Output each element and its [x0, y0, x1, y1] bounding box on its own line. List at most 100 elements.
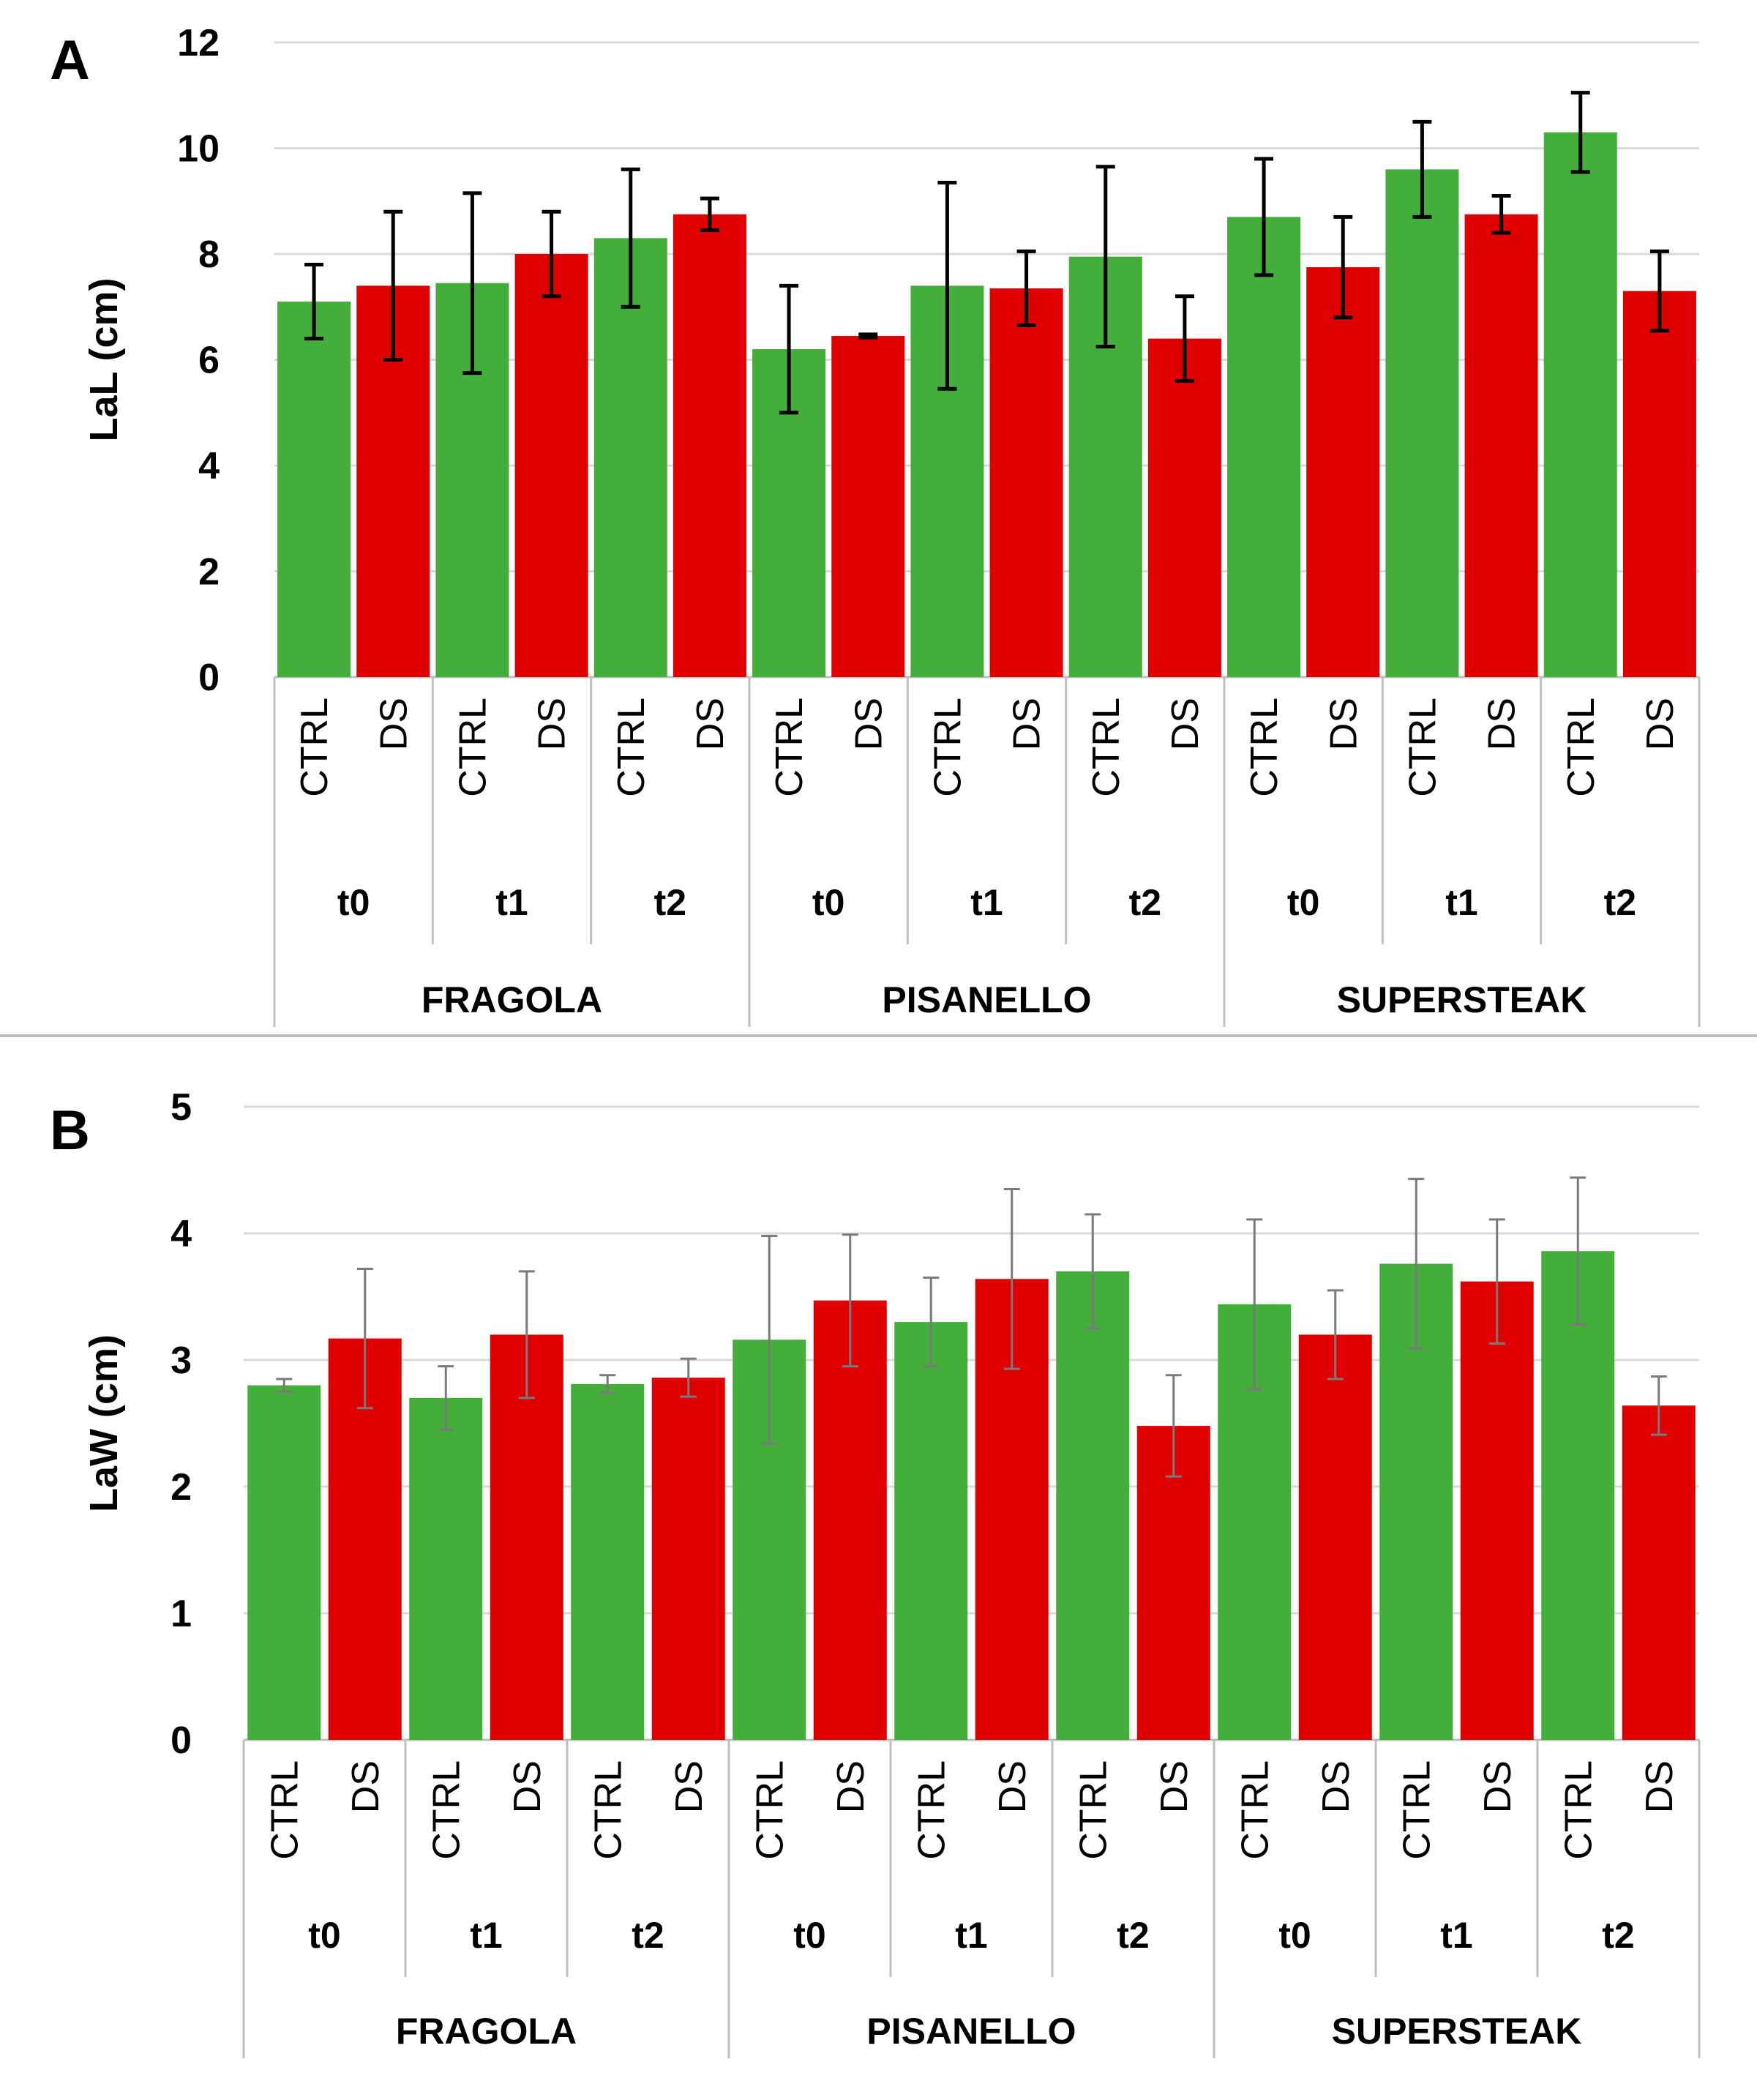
bar-pisanello-t0-ds: [813, 1300, 887, 1740]
condition-label: CTRL: [768, 698, 811, 797]
condition-label: CTRL: [587, 1760, 629, 1860]
condition-label: CTRL: [452, 698, 494, 797]
condition-label: DS: [1315, 1760, 1357, 1813]
bar-pisanello-t1-ds: [989, 288, 1063, 677]
condition-label: CTRL: [749, 1760, 791, 1860]
condition-label: CTRL: [263, 1760, 306, 1860]
time-label: t2: [654, 882, 686, 923]
condition-label: DS: [1153, 1760, 1196, 1813]
condition-label: CTRL: [293, 698, 336, 797]
y-tick-label: 12: [177, 22, 220, 64]
y-tick-label: 4: [171, 1213, 192, 1255]
y-axis-label: LaW (cm): [82, 1334, 126, 1512]
panel-a-chart: 0 2 4 6 8 10 12 LaL (cm) CTRL DS CTRL DS CTRL DS CTRL D…: [82, 22, 1701, 1027]
time-label: t2: [1602, 1915, 1634, 1956]
bar-pisanello-t1-ctrl: [894, 1322, 968, 1740]
time-label: t2: [1604, 882, 1636, 923]
condition-label: CTRL: [1234, 1760, 1276, 1860]
y-tick-label: 5: [171, 1086, 192, 1129]
time-label: t2: [632, 1915, 664, 1956]
cultivar-label: SUPERSTEAK: [1332, 2011, 1582, 2052]
condition-label: CTRL: [1072, 1760, 1114, 1860]
condition-label: DS: [531, 698, 574, 750]
condition-label: CTRL: [1396, 1760, 1438, 1860]
bar-fragola-t2-ctrl: [571, 1383, 645, 1740]
condition-label: DS: [1638, 1760, 1681, 1813]
bar-pisanello-t2-ctrl: [1056, 1271, 1130, 1740]
condition-label: CTRL: [910, 1760, 953, 1860]
condition-label: CTRL: [610, 698, 653, 797]
cultivar-label: PISANELLO: [866, 2011, 1076, 2052]
condition-label: DS: [345, 1760, 387, 1813]
bar-supersteak-t2-ds: [1622, 291, 1696, 677]
condition-label: CTRL: [1243, 698, 1286, 797]
bar-supersteak-t2-ds: [1622, 1405, 1696, 1740]
bar-supersteak-t1-ds: [1460, 1281, 1534, 1740]
bar-supersteak-t0-ds: [1306, 267, 1380, 677]
condition-label: CTRL: [1560, 698, 1603, 797]
condition-label: CTRL: [425, 1760, 468, 1860]
time-label: t0: [812, 882, 844, 923]
time-label: t1: [955, 1915, 987, 1956]
condition-label: CTRL: [1557, 1760, 1600, 1860]
bar-fragola-t0-ctrl: [247, 1385, 321, 1740]
bar-fragola-t1-ds: [490, 1334, 563, 1740]
time-label: t2: [1129, 882, 1161, 923]
y-tick-label: 0: [171, 1719, 192, 1762]
condition-label: DS: [1481, 698, 1524, 750]
y-tick-label: 2: [198, 551, 220, 594]
condition-label: DS: [689, 698, 732, 750]
bar-supersteak-t0-ds: [1298, 1334, 1372, 1740]
time-label: t0: [337, 882, 370, 923]
condition-label: DS: [847, 698, 890, 750]
y-tick-label: 8: [198, 233, 220, 276]
y-tick-label: 1: [171, 1593, 192, 1635]
condition-label: DS: [1164, 698, 1207, 750]
y-axis-label: LaL (cm): [82, 277, 126, 441]
bar-supersteak-t2-ctrl: [1543, 132, 1617, 677]
cultivar-label: FRAGOLA: [396, 2011, 577, 2052]
bar-fragola-t1-ctrl: [409, 1397, 483, 1740]
y-tick-label: 3: [171, 1339, 192, 1382]
bar-pisanello-t0-ds: [831, 335, 905, 677]
time-label: t1: [470, 1915, 502, 1956]
condition-label: DS: [1006, 698, 1049, 750]
condition-label: DS: [1322, 698, 1365, 750]
bar-supersteak-t2-ctrl: [1541, 1251, 1615, 1740]
y-tick-label: 6: [198, 340, 220, 382]
bar-fragola-t2-ctrl: [593, 238, 667, 677]
time-label: t0: [793, 1915, 825, 1956]
condition-label: DS: [372, 698, 415, 750]
time-label: t1: [1445, 882, 1477, 923]
y-tick-label: 2: [171, 1466, 192, 1509]
panel-b-chart: 0 1 2 3 4 5 LaW (cm) CTRL DS CTRL DS CTRL DS CTRL DS CT…: [82, 1086, 1701, 2058]
time-label: t1: [1440, 1915, 1472, 1956]
condition-label: CTRL: [1401, 698, 1444, 797]
time-label: t2: [1117, 1915, 1149, 1956]
condition-label: DS: [668, 1760, 711, 1813]
bar-fragola-t2-ds: [673, 214, 746, 677]
condition-label: DS: [1639, 698, 1682, 750]
y-tick-label: 4: [198, 445, 220, 487]
condition-label: DS: [992, 1760, 1034, 1813]
y-tick-label: 10: [177, 128, 220, 171]
time-label: t0: [308, 1915, 340, 1956]
bar-fragola-t2-ds: [651, 1378, 725, 1740]
cultivar-label: FRAGOLA: [422, 979, 602, 1020]
bar-fragola-t0-ctrl: [277, 302, 351, 677]
condition-label: DS: [830, 1760, 872, 1813]
cultivar-label: SUPERSTEAK: [1337, 979, 1587, 1020]
bar-fragola-t1-ds: [514, 254, 588, 677]
bar-pisanello-t2-ds: [1136, 1425, 1210, 1740]
time-label: t1: [495, 882, 528, 923]
panel-b-letter: B: [50, 1099, 90, 1162]
condition-label: DS: [506, 1760, 549, 1813]
y-tick-label: 0: [198, 657, 220, 699]
bar-supersteak-t1-ds: [1464, 214, 1538, 677]
bar-supersteak-t0-ctrl: [1227, 217, 1301, 677]
time-label: t1: [970, 882, 1003, 923]
condition-label: CTRL: [1085, 698, 1128, 797]
panel-a-letter: A: [50, 29, 90, 91]
time-label: t0: [1287, 882, 1319, 923]
